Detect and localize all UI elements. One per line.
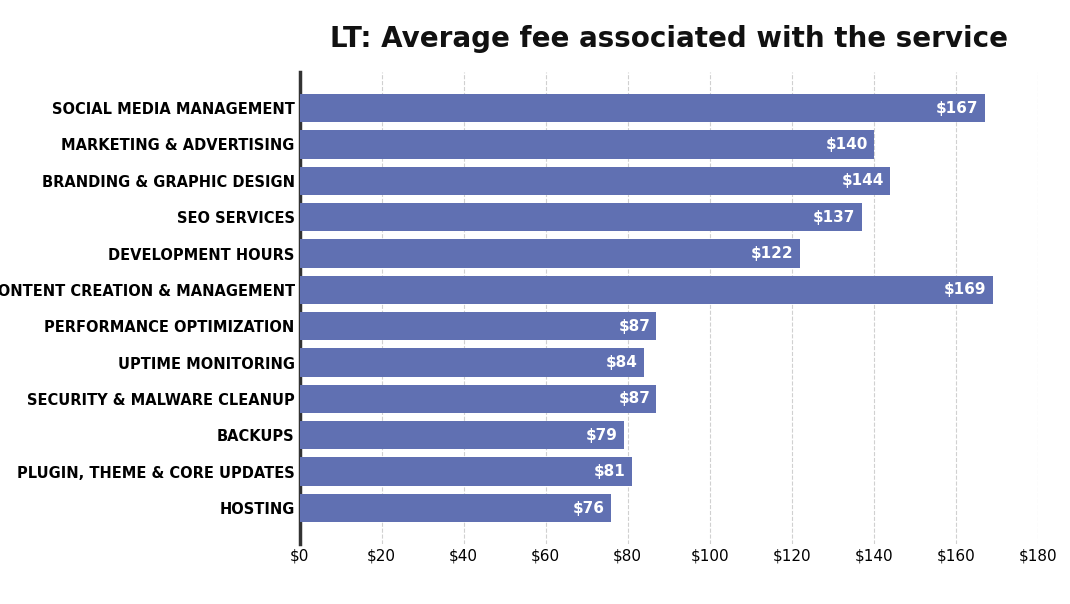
Text: $87: $87 [618, 319, 651, 334]
Text: $137: $137 [813, 210, 855, 225]
Text: $140: $140 [825, 137, 868, 152]
Bar [300, 494, 611, 522]
Text: $144: $144 [842, 173, 884, 188]
Bar [300, 130, 874, 159]
Bar [300, 167, 890, 195]
Bar [300, 275, 993, 304]
Bar [300, 203, 861, 231]
Bar [300, 457, 631, 486]
Text: $81: $81 [594, 464, 626, 479]
Text: $87: $87 [618, 391, 651, 406]
Bar [300, 312, 656, 341]
Text: $169: $169 [944, 282, 987, 297]
Bar [300, 239, 800, 268]
Bar [300, 421, 624, 449]
Text: $76: $76 [574, 501, 606, 515]
Bar [300, 349, 644, 377]
Text: $79: $79 [585, 428, 617, 443]
Text: $122: $122 [751, 246, 794, 261]
Bar [300, 385, 656, 413]
Text: $84: $84 [606, 355, 638, 370]
Title: LT: Average fee associated with the service: LT: Average fee associated with the serv… [330, 25, 1008, 54]
Text: $167: $167 [936, 101, 978, 115]
Bar [300, 94, 984, 122]
